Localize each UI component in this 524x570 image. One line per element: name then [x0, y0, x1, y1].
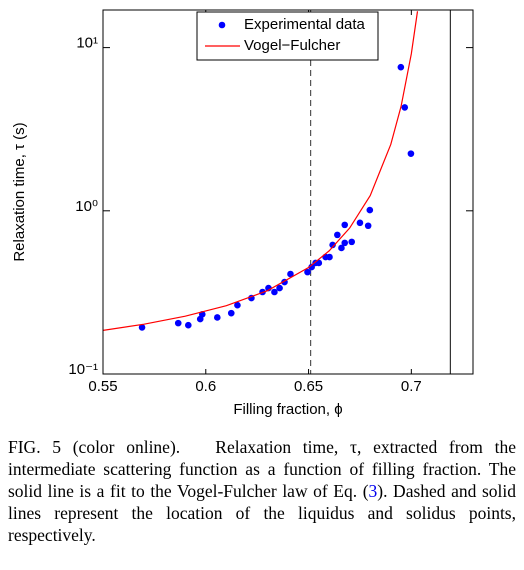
- data-point: [338, 244, 345, 252]
- caption: FIG. 5 (color online). Relaxation time, …: [8, 436, 516, 546]
- data-point: [366, 206, 374, 214]
- caption-label: FIG. 5 (color online).: [8, 437, 181, 457]
- caption-text: ). Dashed and solid lines represent the …: [8, 481, 516, 545]
- legend: Experimental data Vogel−Fulcher: [196, 11, 379, 61]
- legend-label: Vogel−Fulcher: [244, 37, 340, 54]
- y-axis-label: Relaxation time, τ (s): [11, 122, 28, 261]
- data-point: [287, 270, 294, 278]
- x-tick-label: 0.65: [294, 378, 323, 395]
- legend-label: Experimental data: [244, 16, 366, 33]
- chart: Relaxation time, τ (s) Filling fraction,…: [11, 9, 474, 418]
- data-point: [227, 309, 235, 317]
- equation-link[interactable]: 3: [368, 481, 378, 501]
- data-point: [329, 241, 336, 249]
- data-point: [213, 314, 221, 321]
- data-point: [138, 324, 146, 331]
- x-tick-label: 0.6: [195, 378, 216, 395]
- fit-line: [103, 11, 419, 331]
- y-tick-label: 10¹: [76, 35, 98, 52]
- x-tick-label: 0.55: [88, 378, 117, 395]
- data-point: [304, 268, 311, 276]
- x-tick-label: 0.7: [401, 378, 422, 395]
- data-point: [271, 288, 278, 296]
- data-point: [401, 104, 409, 111]
- legend-swatch: [218, 21, 226, 29]
- data-point: [348, 238, 356, 246]
- data-point: [308, 263, 315, 271]
- data-point: [341, 221, 349, 229]
- data-point: [364, 222, 372, 230]
- data-point: [276, 284, 283, 292]
- legend-box: [196, 11, 379, 61]
- data-point: [334, 231, 341, 239]
- data-point: [185, 321, 192, 329]
- plot-frame: [102, 9, 474, 375]
- data-point: [341, 239, 349, 247]
- data-point: [174, 319, 182, 327]
- data-point: [326, 253, 333, 261]
- data-point: [234, 301, 241, 309]
- y-tick-label: 10⁻¹: [68, 361, 98, 378]
- data-point: [397, 63, 405, 71]
- data-point: [407, 150, 415, 157]
- x-axis-label: Filling fraction, ϕ: [233, 401, 342, 418]
- caption-text: Relaxation time, τ, extracted from the i…: [8, 437, 517, 501]
- data-point: [356, 219, 364, 227]
- y-tick-label: 10⁰: [75, 198, 98, 215]
